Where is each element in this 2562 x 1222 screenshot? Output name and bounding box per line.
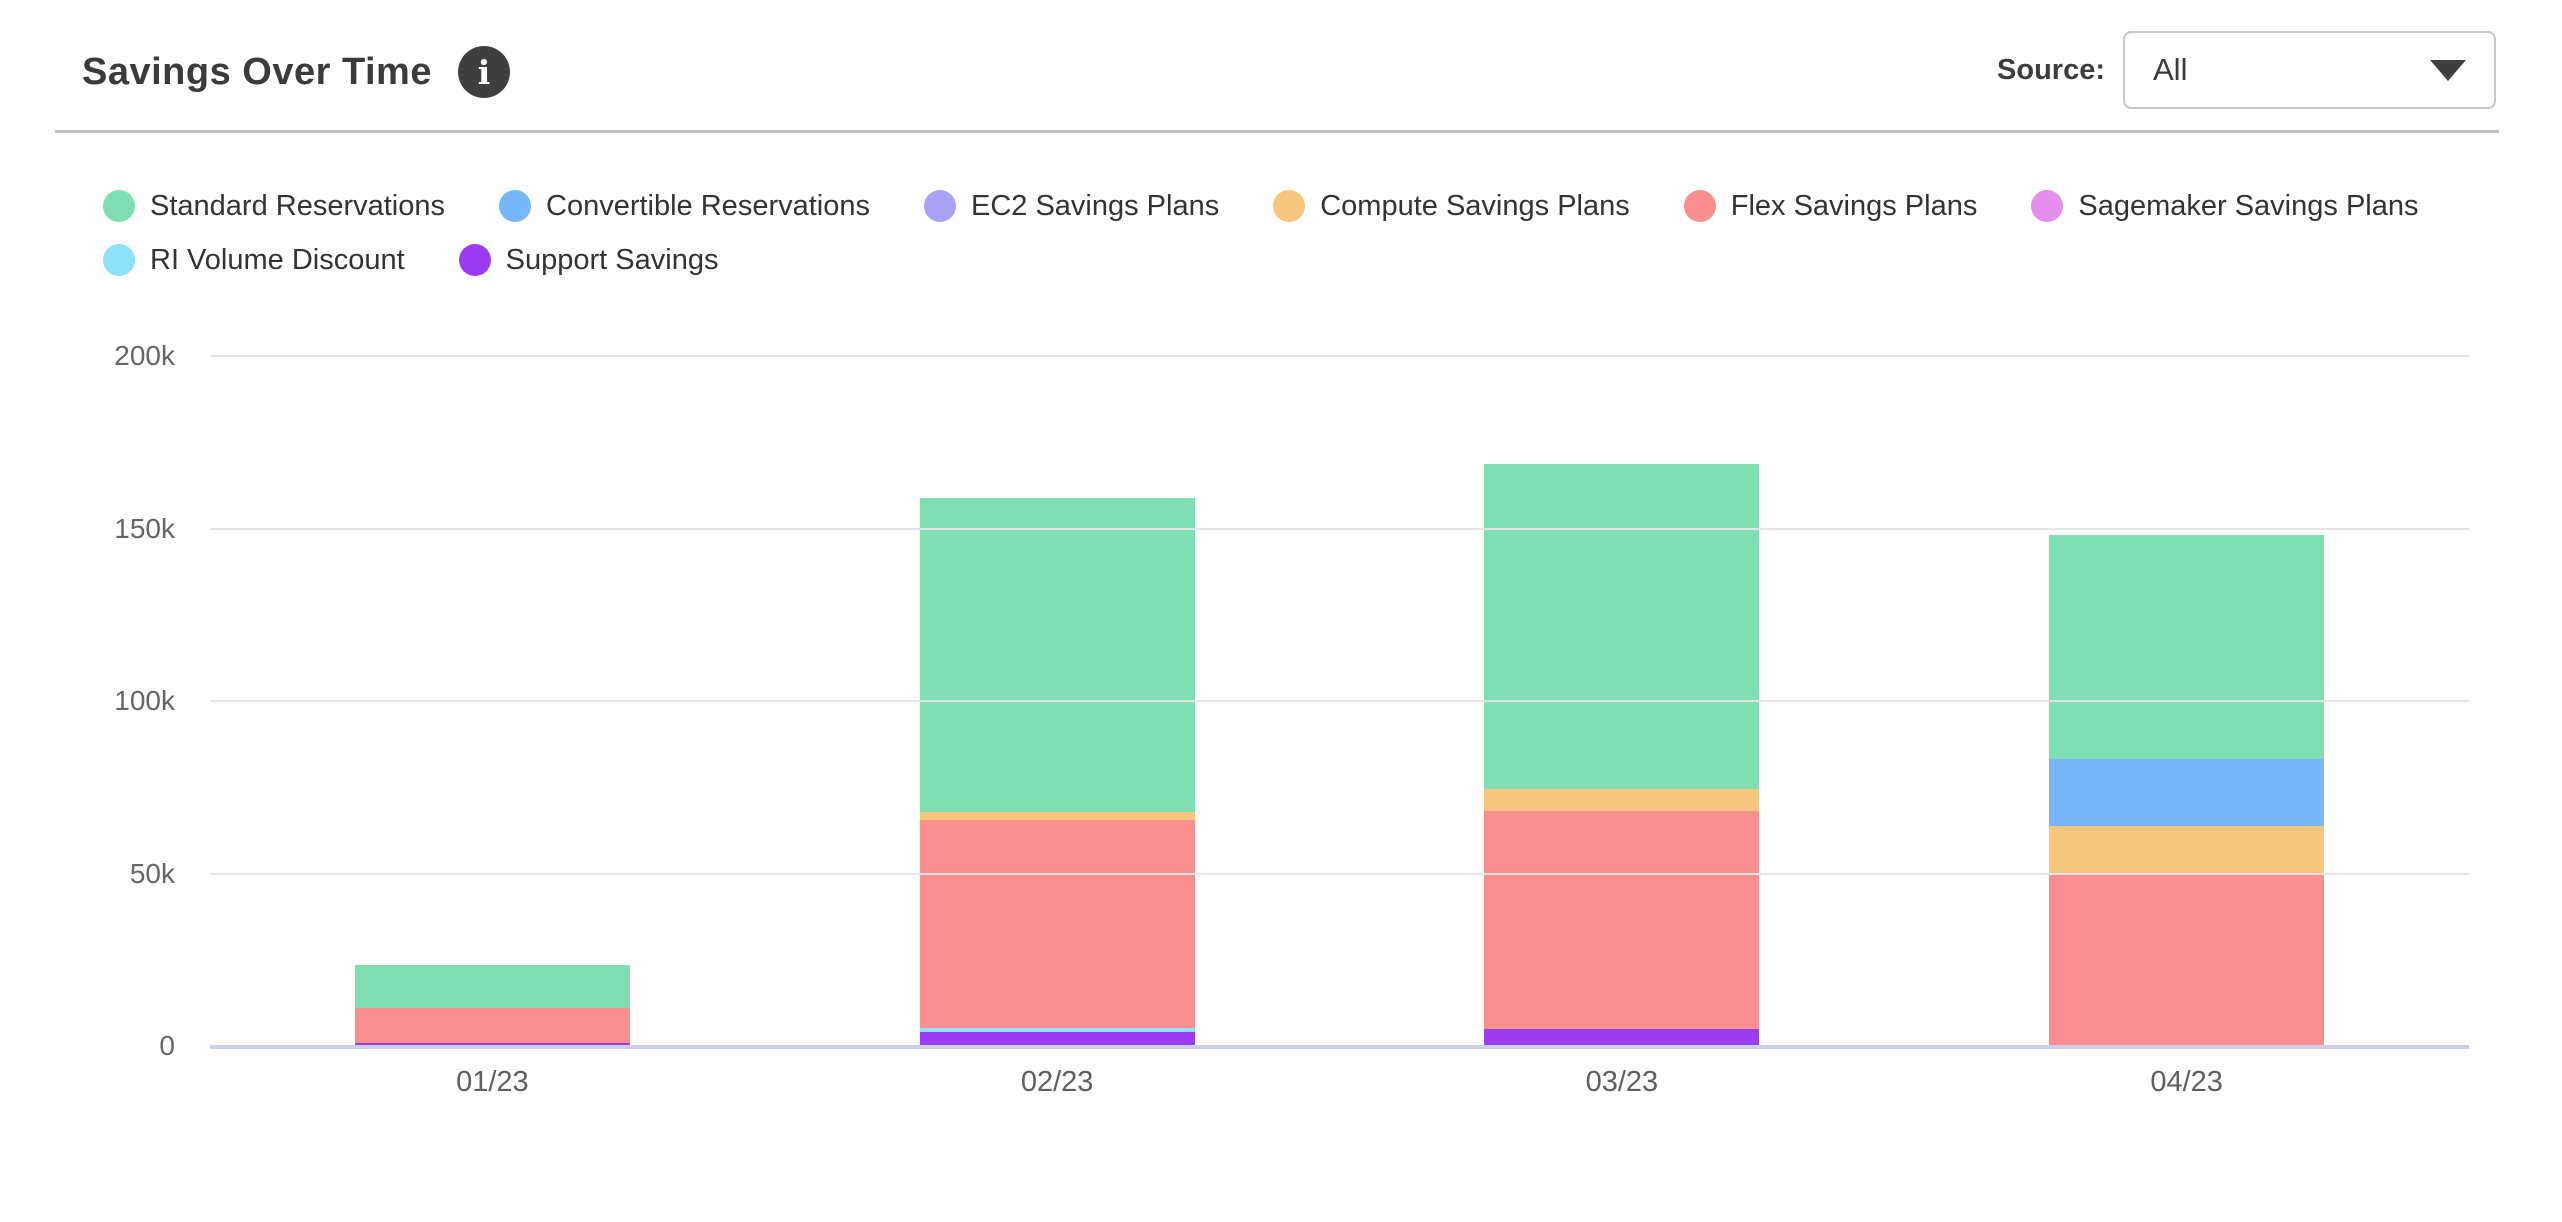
source-dropdown-value: All — [2153, 52, 2188, 87]
bar-slot-03-23 — [1340, 356, 1905, 1046]
gridline — [210, 700, 2469, 702]
bar-segment-standard-reservations[interactable] — [1484, 464, 1760, 790]
x-axis-labels: 01/23 02/23 03/23 04/23 — [210, 1066, 2469, 1099]
x-axis-baseline — [210, 1045, 2469, 1049]
legend-item-flex-savings-plans[interactable]: Flex Savings Plans — [1683, 186, 1978, 226]
legend-item-ri-volume-discount[interactable]: RI Volume Discount — [103, 240, 405, 280]
bar-segment-flex-savings-plans[interactable] — [1484, 811, 1760, 1030]
legend-item-convertible-reservations[interactable]: Convertible Reservations — [499, 186, 870, 226]
legend-dot-icon — [1683, 190, 1716, 222]
legend-label: Sagemaker Savings Plans — [2078, 189, 2419, 222]
y-axis-tick-label: 0 — [159, 1030, 175, 1061]
y-axis-tick-label: 150k — [114, 512, 175, 544]
bar-segment-standard-reservations[interactable] — [919, 497, 1195, 813]
title-group: Savings Over Time i — [82, 46, 510, 98]
bar-segment-compute-savings-plans[interactable] — [1484, 789, 1760, 812]
info-icon[interactable]: i — [457, 46, 510, 98]
bar-segment-flex-savings-plans[interactable] — [2049, 873, 2325, 1046]
legend-item-sagemaker-savings-plans[interactable]: Sagemaker Savings Plans — [2031, 186, 2419, 226]
bar-slot-04-23 — [1904, 356, 2469, 1046]
bar-segment-support-savings[interactable] — [1484, 1029, 1760, 1046]
bar-segment-ri-volume-discount[interactable] — [919, 1028, 1195, 1032]
gridline — [210, 355, 2469, 357]
gridline — [210, 872, 2469, 875]
legend-dot-icon — [2031, 190, 2064, 222]
y-axis-tick-label: 100k — [114, 685, 175, 716]
source-control: Source: All — [1997, 31, 2496, 109]
legend-label: Flex Savings Plans — [1730, 189, 1978, 222]
bar-segment-support-savings[interactable] — [354, 1042, 630, 1046]
x-axis-tick-label: 02/23 — [1020, 1066, 1094, 1098]
source-dropdown[interactable]: All — [2123, 31, 2496, 109]
legend-item-standard-reservations[interactable]: Standard Reservations — [103, 186, 445, 226]
legend-label: Support Savings — [505, 243, 719, 276]
chart-legend: Standard Reservations Convertible Reserva… — [103, 186, 2459, 280]
page-title: Savings Over Time — [82, 50, 432, 93]
legend-dot-icon — [923, 190, 956, 222]
header-divider — [55, 130, 2499, 133]
stacked-bar-01-23 — [354, 356, 630, 1046]
legend-label: EC2 Savings Plans — [970, 189, 1220, 222]
legend-dot-icon — [1273, 190, 1306, 222]
legend-dot-icon — [103, 244, 135, 276]
bar-slot-02-23 — [775, 356, 1340, 1046]
gridline — [210, 527, 2469, 530]
x-axis-tick-label: 01/23 — [456, 1066, 529, 1098]
bar-segment-flex-savings-plans[interactable] — [354, 1008, 630, 1043]
bar-segment-standard-reservations[interactable] — [2049, 535, 2325, 759]
legend-label: Standard Reservations — [150, 189, 445, 222]
panel-header: Savings Over Time i Source: All — [0, 0, 2562, 133]
bar-segment-flex-savings-plans[interactable] — [919, 820, 1195, 1029]
legend-label: Convertible Reservations — [546, 189, 870, 222]
bar-segment-compute-savings-plans[interactable] — [2049, 826, 2325, 874]
chart-plot-area — [210, 355, 2469, 1049]
legend-dot-icon — [103, 190, 135, 222]
bar-segment-compute-savings-plans[interactable] — [919, 812, 1195, 821]
legend-dot-icon — [458, 244, 491, 276]
y-axis-tick-label: 50k — [129, 857, 175, 889]
source-label: Source: — [1997, 53, 2105, 86]
legend-label: RI Volume Discount — [150, 243, 405, 276]
legend-item-support-savings[interactable]: Support Savings — [458, 240, 719, 280]
legend-item-compute-savings-plans[interactable]: Compute Savings Plans — [1273, 186, 1630, 226]
stacked-bar-04-23 — [2049, 356, 2325, 1046]
bar-segment-standard-reservations[interactable] — [354, 965, 630, 1009]
y-axis-tick-label: 200k — [114, 340, 175, 371]
stacked-bar-03-23 — [1484, 356, 1760, 1046]
bar-segment-convertible-reservations[interactable] — [2049, 758, 2325, 827]
legend-dot-icon — [499, 190, 531, 222]
bar-slot-01-23 — [210, 356, 775, 1046]
stacked-bar-02-23 — [919, 356, 1195, 1046]
legend-label: Compute Savings Plans — [1320, 189, 1630, 222]
bars-container — [210, 356, 2469, 1046]
bar-segment-support-savings[interactable] — [919, 1031, 1195, 1046]
x-axis-tick-label: 04/23 — [2150, 1066, 2223, 1098]
legend-item-ec2-savings-plans[interactable]: EC2 Savings Plans — [923, 186, 1220, 226]
chevron-down-icon — [2430, 59, 2466, 81]
x-axis-tick-label: 03/23 — [1585, 1066, 1659, 1098]
